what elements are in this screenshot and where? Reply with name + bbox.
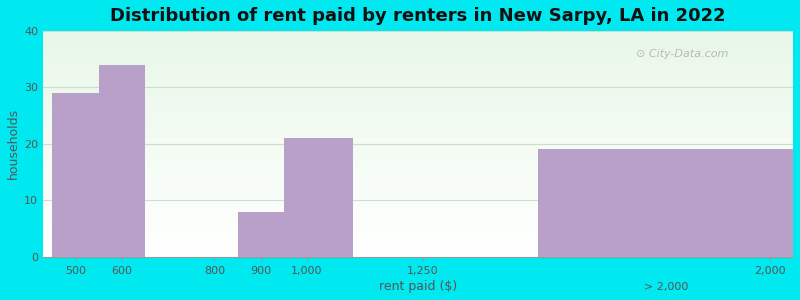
Bar <box>538 149 793 257</box>
Text: > 2,000: > 2,000 <box>643 282 688 292</box>
Bar <box>284 138 354 257</box>
Bar <box>52 93 98 257</box>
Bar <box>238 212 284 257</box>
Y-axis label: households: households <box>7 108 20 179</box>
X-axis label: rent paid ($): rent paid ($) <box>379 280 458 293</box>
Bar <box>538 149 770 257</box>
Title: Distribution of rent paid by renters in New Sarpy, LA in 2022: Distribution of rent paid by renters in … <box>110 7 726 25</box>
Text: ⊙ City-Data.com: ⊙ City-Data.com <box>635 49 728 59</box>
Bar <box>98 64 145 257</box>
